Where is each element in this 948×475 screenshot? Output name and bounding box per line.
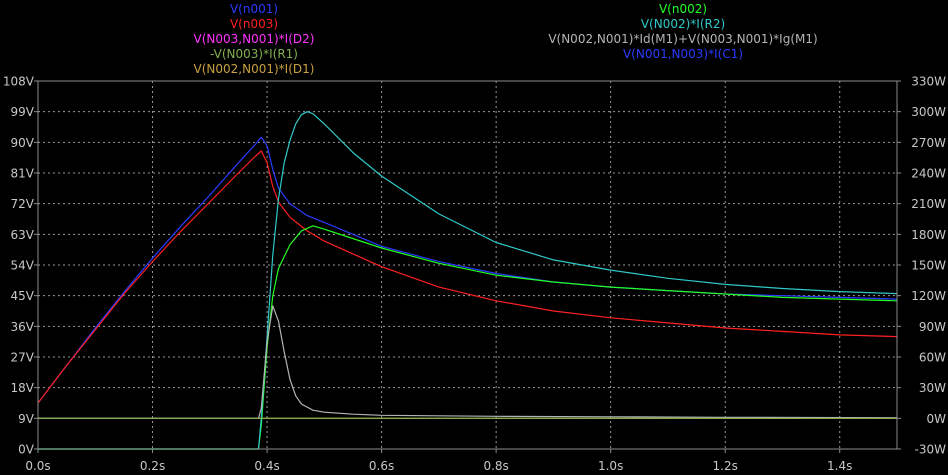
left-tick-label: 108V <box>3 75 35 89</box>
right-tick-label: -30W <box>915 443 947 457</box>
right-tick-label: 270W <box>911 136 946 150</box>
traces <box>37 111 898 450</box>
left-tick-label: 54V <box>11 259 35 273</box>
x-tick-label: 0.2s <box>140 459 165 473</box>
trace-v-n003 <box>37 150 898 404</box>
left-tick-label: 90V <box>11 136 35 150</box>
x-tick-label: 0.8s <box>483 459 508 473</box>
right-tick-label: 0W <box>927 412 947 426</box>
x-tick-label: 1.4s <box>827 459 852 473</box>
left-tick-label: 99V <box>11 105 35 119</box>
right-tick-label: 180W <box>911 228 946 242</box>
x-tick-label: 0.0s <box>25 459 50 473</box>
x-tick-label: 1.0s <box>598 459 623 473</box>
right-tick-label: 60W <box>919 351 946 365</box>
left-tick-label: 63V <box>11 228 35 242</box>
right-tick-label: 120W <box>911 289 946 303</box>
left-tick-label: 36V <box>11 320 35 334</box>
legend-right-item-0: V(n002) <box>659 2 707 16</box>
legend-right-item-2: V(N002,N001)*Id(M1)+V(N003,N001)*Ig(M1) <box>548 32 817 46</box>
left-axis-ticks: 0V 9V 18V 27V 36V 45V 54V 63V 72V 81V 90V 99V 108V <box>3 75 38 457</box>
legend-right-item-1: V(N002)*I(R2) <box>641 17 725 31</box>
x-axis-ticks: 0.0s 0.2s 0.4s 0.6s 0.8s 1.0s 1.2s 1.4s <box>25 449 852 473</box>
legend-left-item-3: -V(N003)*I(R1) <box>210 47 298 61</box>
right-tick-label: 210W <box>911 197 946 211</box>
legend-left: V(n001)V(n003)V(N003,N001)*I(D2)-V(N003)… <box>194 2 315 76</box>
right-tick-label: 30W <box>919 381 946 395</box>
x-tick-label: 0.6s <box>369 459 394 473</box>
legend-left-item-2: V(N003,N001)*I(D2) <box>194 32 315 46</box>
legend-left-item-0: V(n001) <box>230 2 278 16</box>
legend-left-item-1: V(n003) <box>230 17 278 31</box>
left-tick-label: 27V <box>11 351 35 365</box>
right-tick-label: 240W <box>911 167 946 181</box>
right-tick-label: 330W <box>911 75 946 89</box>
right-axis-ticks: -30W 0W 30W 60W 90W 120W 150W 180W 210W 240W 270W 3… <box>897 75 946 457</box>
left-tick-label: 18V <box>11 381 35 395</box>
plot-frame <box>37 80 898 450</box>
left-tick-label: 0V <box>18 443 35 457</box>
left-tick-label: 9V <box>18 412 35 426</box>
right-tick-label: 300W <box>911 105 946 119</box>
legend-right-item-3: V(N001,N003)*I(C1) <box>623 47 743 61</box>
right-tick-label: 90W <box>919 320 946 334</box>
left-tick-label: 45V <box>11 289 35 303</box>
left-tick-label: 81V <box>11 167 35 181</box>
left-tick-label: 72V <box>11 197 35 211</box>
right-tick-label: 150W <box>911 259 946 273</box>
x-tick-label: 0.4s <box>254 459 279 473</box>
legend-left-item-4: V(N002,N001)*I(D1) <box>194 62 315 76</box>
legend-right: V(n002)V(N002)*I(R2)V(N002,N001)*Id(M1)+… <box>548 2 817 61</box>
x-tick-label: 1.2s <box>713 459 738 473</box>
trace-v-n002-n001-id-m1-v-n003-n001-ig-m1 <box>38 305 898 419</box>
trace-v-n002-i-r2 <box>38 111 898 450</box>
